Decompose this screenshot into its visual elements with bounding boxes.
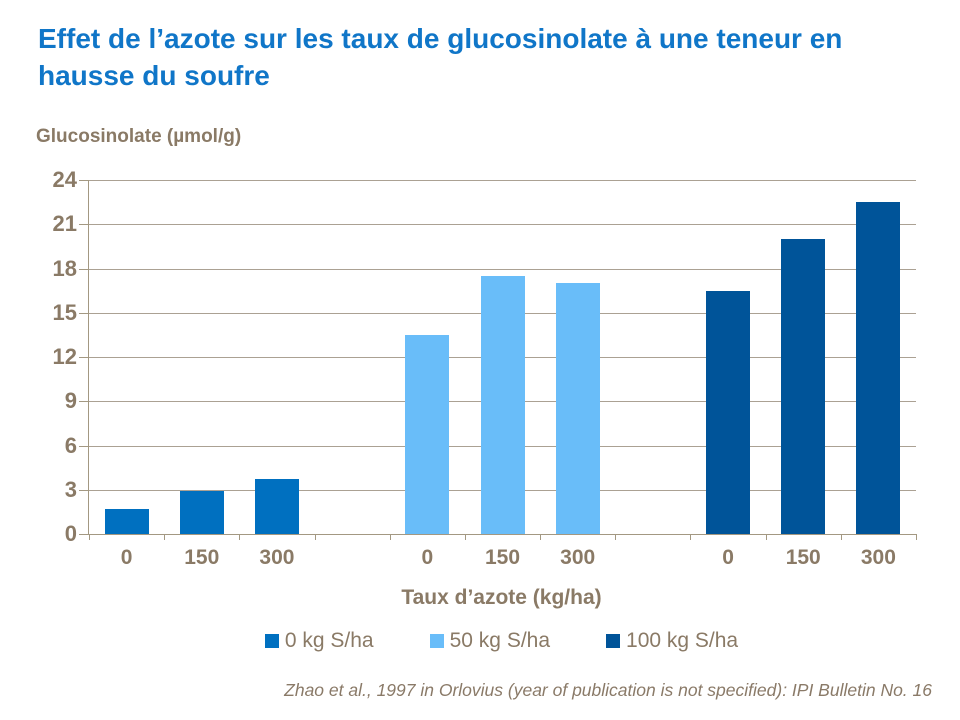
y-axis-tick [79, 357, 89, 358]
source-citation: Zhao et al., 1997 in Orlovius (year of p… [284, 680, 932, 700]
legend-item-100-kg-S/ha: 100 kg S/ha [606, 629, 738, 653]
bar-50-kg-S/ha-N150 [480, 275, 525, 534]
gridline [89, 224, 916, 226]
x-axis-tick [615, 534, 617, 540]
x-tick-label: 0 [421, 546, 434, 569]
y-axis-tick [79, 224, 89, 226]
x-tick-label: 300 [860, 546, 896, 569]
x-axis-tick [840, 534, 842, 540]
legend-label: 0 kg S/ha [284, 629, 374, 652]
y-tick-label: 12 [52, 344, 77, 369]
bar-50-kg-S/ha-N0 [405, 334, 450, 534]
x-tick-label: 0 [120, 546, 133, 569]
y-tick-label: 3 [64, 476, 77, 502]
legend-label: 100 kg S/ha [626, 629, 739, 652]
legend-swatch-icon [606, 634, 621, 648]
chart-title: Effet de l’azote sur les taux de glucosi… [38, 23, 843, 91]
y-axis-tick [79, 489, 89, 491]
x-axis-tick [314, 534, 316, 540]
y-tick-label: 21 [52, 211, 77, 237]
x-tick-label: 150 [785, 546, 821, 569]
y-tick-label: 0 [64, 521, 77, 546]
legend-item-0-kg-S/ha: 0 kg S/ha [264, 629, 374, 653]
x-tick-label: 0 [722, 546, 734, 569]
y-axis-tick [79, 268, 89, 270]
x-tick-label: 300 [560, 546, 596, 569]
bar-0-kg-S/ha-N0 [104, 508, 149, 534]
x-axis-tick [164, 534, 166, 540]
x-axis-tick [464, 534, 466, 540]
legend-swatch-icon [429, 634, 444, 648]
x-tick-label: 150 [184, 546, 220, 569]
x-axis-tick [765, 534, 767, 540]
y-tick-label: 24 [52, 167, 77, 192]
y-axis-title: Glucosinolate (µmol/g) [36, 126, 242, 147]
x-axis-title: Taux d’azote (kg/ha) [401, 586, 602, 609]
bar-100-kg-S/ha-N300 [856, 202, 901, 534]
x-tick-label: 300 [259, 546, 295, 569]
legend: 0 kg S/ha 50 kg S/ha 100 kg S/ha [88, 629, 915, 653]
gridline [89, 180, 916, 181]
x-axis-tick [690, 534, 692, 540]
plot-area: 0 3 6 9 12 15 18 21 24 0 150 300 0 150 300 0 150 300 [53, 167, 917, 569]
y-tick-label: 6 [64, 432, 77, 458]
bar-50-kg-S/ha-N300 [555, 283, 600, 534]
y-axis-tick [79, 180, 89, 181]
y-tick-label: 18 [52, 255, 77, 281]
bar-100-kg-S/ha-N0 [706, 290, 751, 534]
legend-swatch-icon [264, 634, 279, 648]
y-axis-tick [79, 312, 89, 314]
y-axis-tick [79, 534, 89, 535]
y-axis-tick [79, 445, 89, 447]
x-axis-tick [916, 534, 917, 540]
legend-label: 50 kg S/ha [449, 629, 551, 652]
y-tick-label: 9 [64, 388, 77, 414]
bar-0-kg-S/ha-N150 [179, 491, 224, 534]
x-axis-tick [239, 534, 241, 540]
bar-100-kg-S/ha-N150 [781, 239, 826, 534]
gridline [89, 268, 916, 270]
x-axis-tick [389, 534, 391, 540]
x-axis-tick [89, 534, 90, 540]
x-tick-label: 150 [484, 546, 521, 569]
x-axis-tick [540, 534, 542, 540]
y-tick-label: 15 [52, 299, 77, 325]
bar-0-kg-S/ha-N300 [254, 479, 299, 534]
legend-item-50-kg-S/ha: 50 kg S/ha [429, 629, 551, 653]
y-axis-tick [79, 401, 89, 403]
